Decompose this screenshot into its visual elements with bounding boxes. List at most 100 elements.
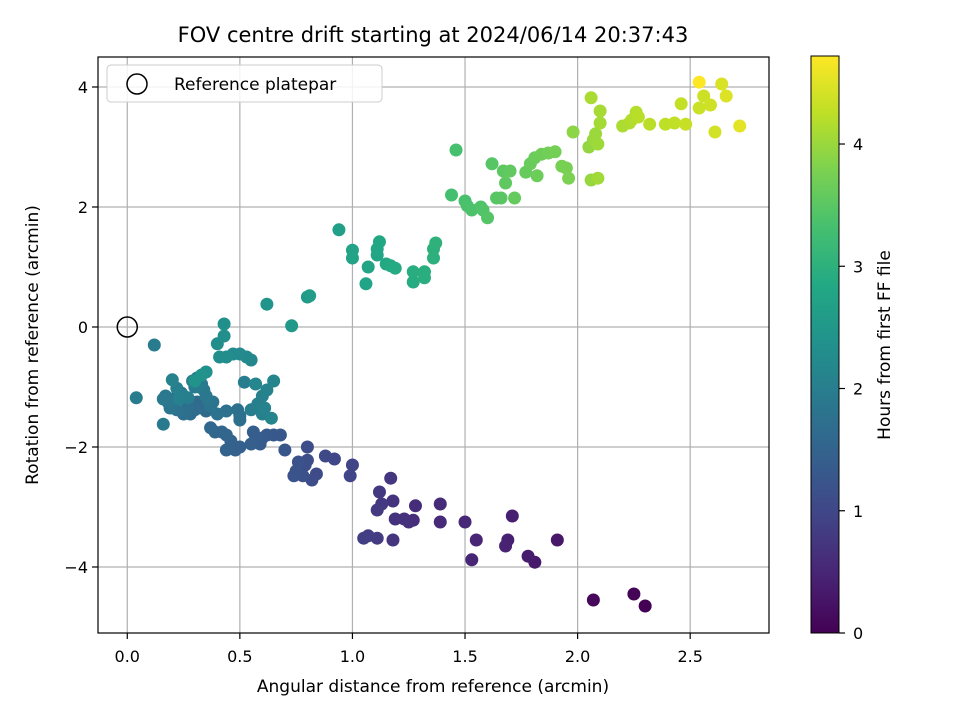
data-point	[433, 515, 447, 529]
data-point	[494, 191, 508, 205]
data-point	[287, 469, 301, 483]
data-point	[278, 443, 292, 457]
data-point	[156, 417, 170, 431]
data-point	[397, 512, 411, 526]
data-point	[217, 329, 231, 343]
x-tick-label: 1.0	[340, 647, 365, 666]
plot-frame	[97, 56, 770, 634]
data-point	[521, 549, 535, 563]
colorbar-label: Hours from first FF file	[875, 250, 895, 440]
data-point	[692, 75, 706, 89]
data-point	[258, 401, 272, 415]
data-point	[584, 91, 598, 105]
data-point	[244, 437, 258, 451]
data-point	[388, 512, 402, 526]
data-point	[559, 161, 573, 175]
reference-marker	[116, 316, 139, 338]
y-tick-label: 0	[78, 318, 88, 337]
x-tick-label: 2.5	[677, 647, 702, 666]
data-point	[429, 236, 443, 250]
data-point	[213, 350, 227, 364]
data-point	[703, 98, 717, 112]
data-point	[406, 265, 420, 279]
data-point	[172, 392, 186, 406]
data-point	[372, 235, 386, 249]
x-tick-label: 0.5	[227, 647, 252, 666]
data-point	[503, 164, 517, 178]
data-point	[591, 171, 605, 185]
colorbar-tick-label: 2	[853, 380, 863, 399]
data-point	[499, 176, 513, 190]
data-point	[388, 261, 402, 275]
data-point	[345, 251, 359, 265]
data-point	[593, 104, 607, 118]
x-tick-label: 2.0	[565, 647, 590, 666]
data-point	[129, 391, 143, 405]
data-point	[300, 440, 314, 454]
data-point	[217, 317, 231, 331]
data-point	[643, 117, 657, 131]
data-point	[591, 137, 605, 151]
data-point	[427, 251, 440, 265]
data-point	[231, 403, 245, 417]
y-tick-label: −2	[64, 438, 88, 457]
data-point	[719, 89, 733, 103]
x-axis-label: Angular distance from reference (arcmin)	[257, 677, 609, 697]
colorbar-tick-label: 3	[853, 257, 863, 276]
data-point	[260, 297, 274, 311]
data-point	[505, 509, 519, 523]
colorbar-tick-label: 0	[853, 624, 863, 643]
data-point	[285, 319, 299, 333]
data-points	[129, 75, 747, 613]
data-point	[219, 443, 233, 457]
data-point	[386, 533, 400, 547]
data-point	[433, 497, 447, 511]
data-point	[465, 553, 479, 567]
data-point	[715, 77, 729, 91]
data-point	[370, 503, 384, 517]
data-point	[372, 485, 386, 499]
data-point	[631, 110, 645, 124]
data-point	[589, 127, 603, 141]
data-point	[481, 211, 495, 225]
data-point	[417, 271, 431, 285]
colorbar-ticks: 0 1 2 3 4	[839, 135, 863, 643]
y-tick-label: 4	[78, 78, 88, 97]
data-point	[345, 458, 359, 472]
data-point	[165, 373, 179, 387]
data-point	[237, 375, 251, 389]
data-point	[638, 599, 652, 613]
data-point	[458, 515, 472, 529]
data-point	[708, 125, 722, 139]
chart-title: FOV centre drift starting at 2024/06/14 …	[178, 23, 689, 47]
data-point	[384, 471, 398, 485]
legend: Reference platepar	[106, 64, 383, 103]
data-point	[674, 97, 688, 111]
data-point	[508, 191, 522, 205]
data-point	[406, 275, 420, 289]
data-point	[343, 469, 357, 483]
data-point	[260, 383, 274, 397]
data-point	[318, 449, 332, 463]
grid	[98, 57, 769, 633]
data-point	[408, 499, 422, 513]
data-point	[499, 539, 513, 553]
data-point	[627, 587, 641, 601]
data-point	[667, 116, 681, 130]
x-tick-label: 0.0	[115, 647, 140, 666]
data-point	[485, 157, 499, 171]
legend-box	[106, 64, 383, 103]
data-point	[566, 125, 580, 139]
legend-marker	[126, 73, 148, 95]
legend-label: Reference platepar	[174, 75, 336, 95]
colorbar-gradient	[811, 56, 839, 633]
data-point	[246, 425, 260, 439]
data-point	[593, 116, 607, 130]
data-point	[267, 374, 281, 388]
data-point	[147, 338, 161, 352]
data-point	[249, 377, 263, 391]
data-point	[357, 531, 371, 545]
data-point	[303, 289, 317, 303]
y-axis-label: Rotation from reference (arcmin)	[23, 205, 43, 485]
